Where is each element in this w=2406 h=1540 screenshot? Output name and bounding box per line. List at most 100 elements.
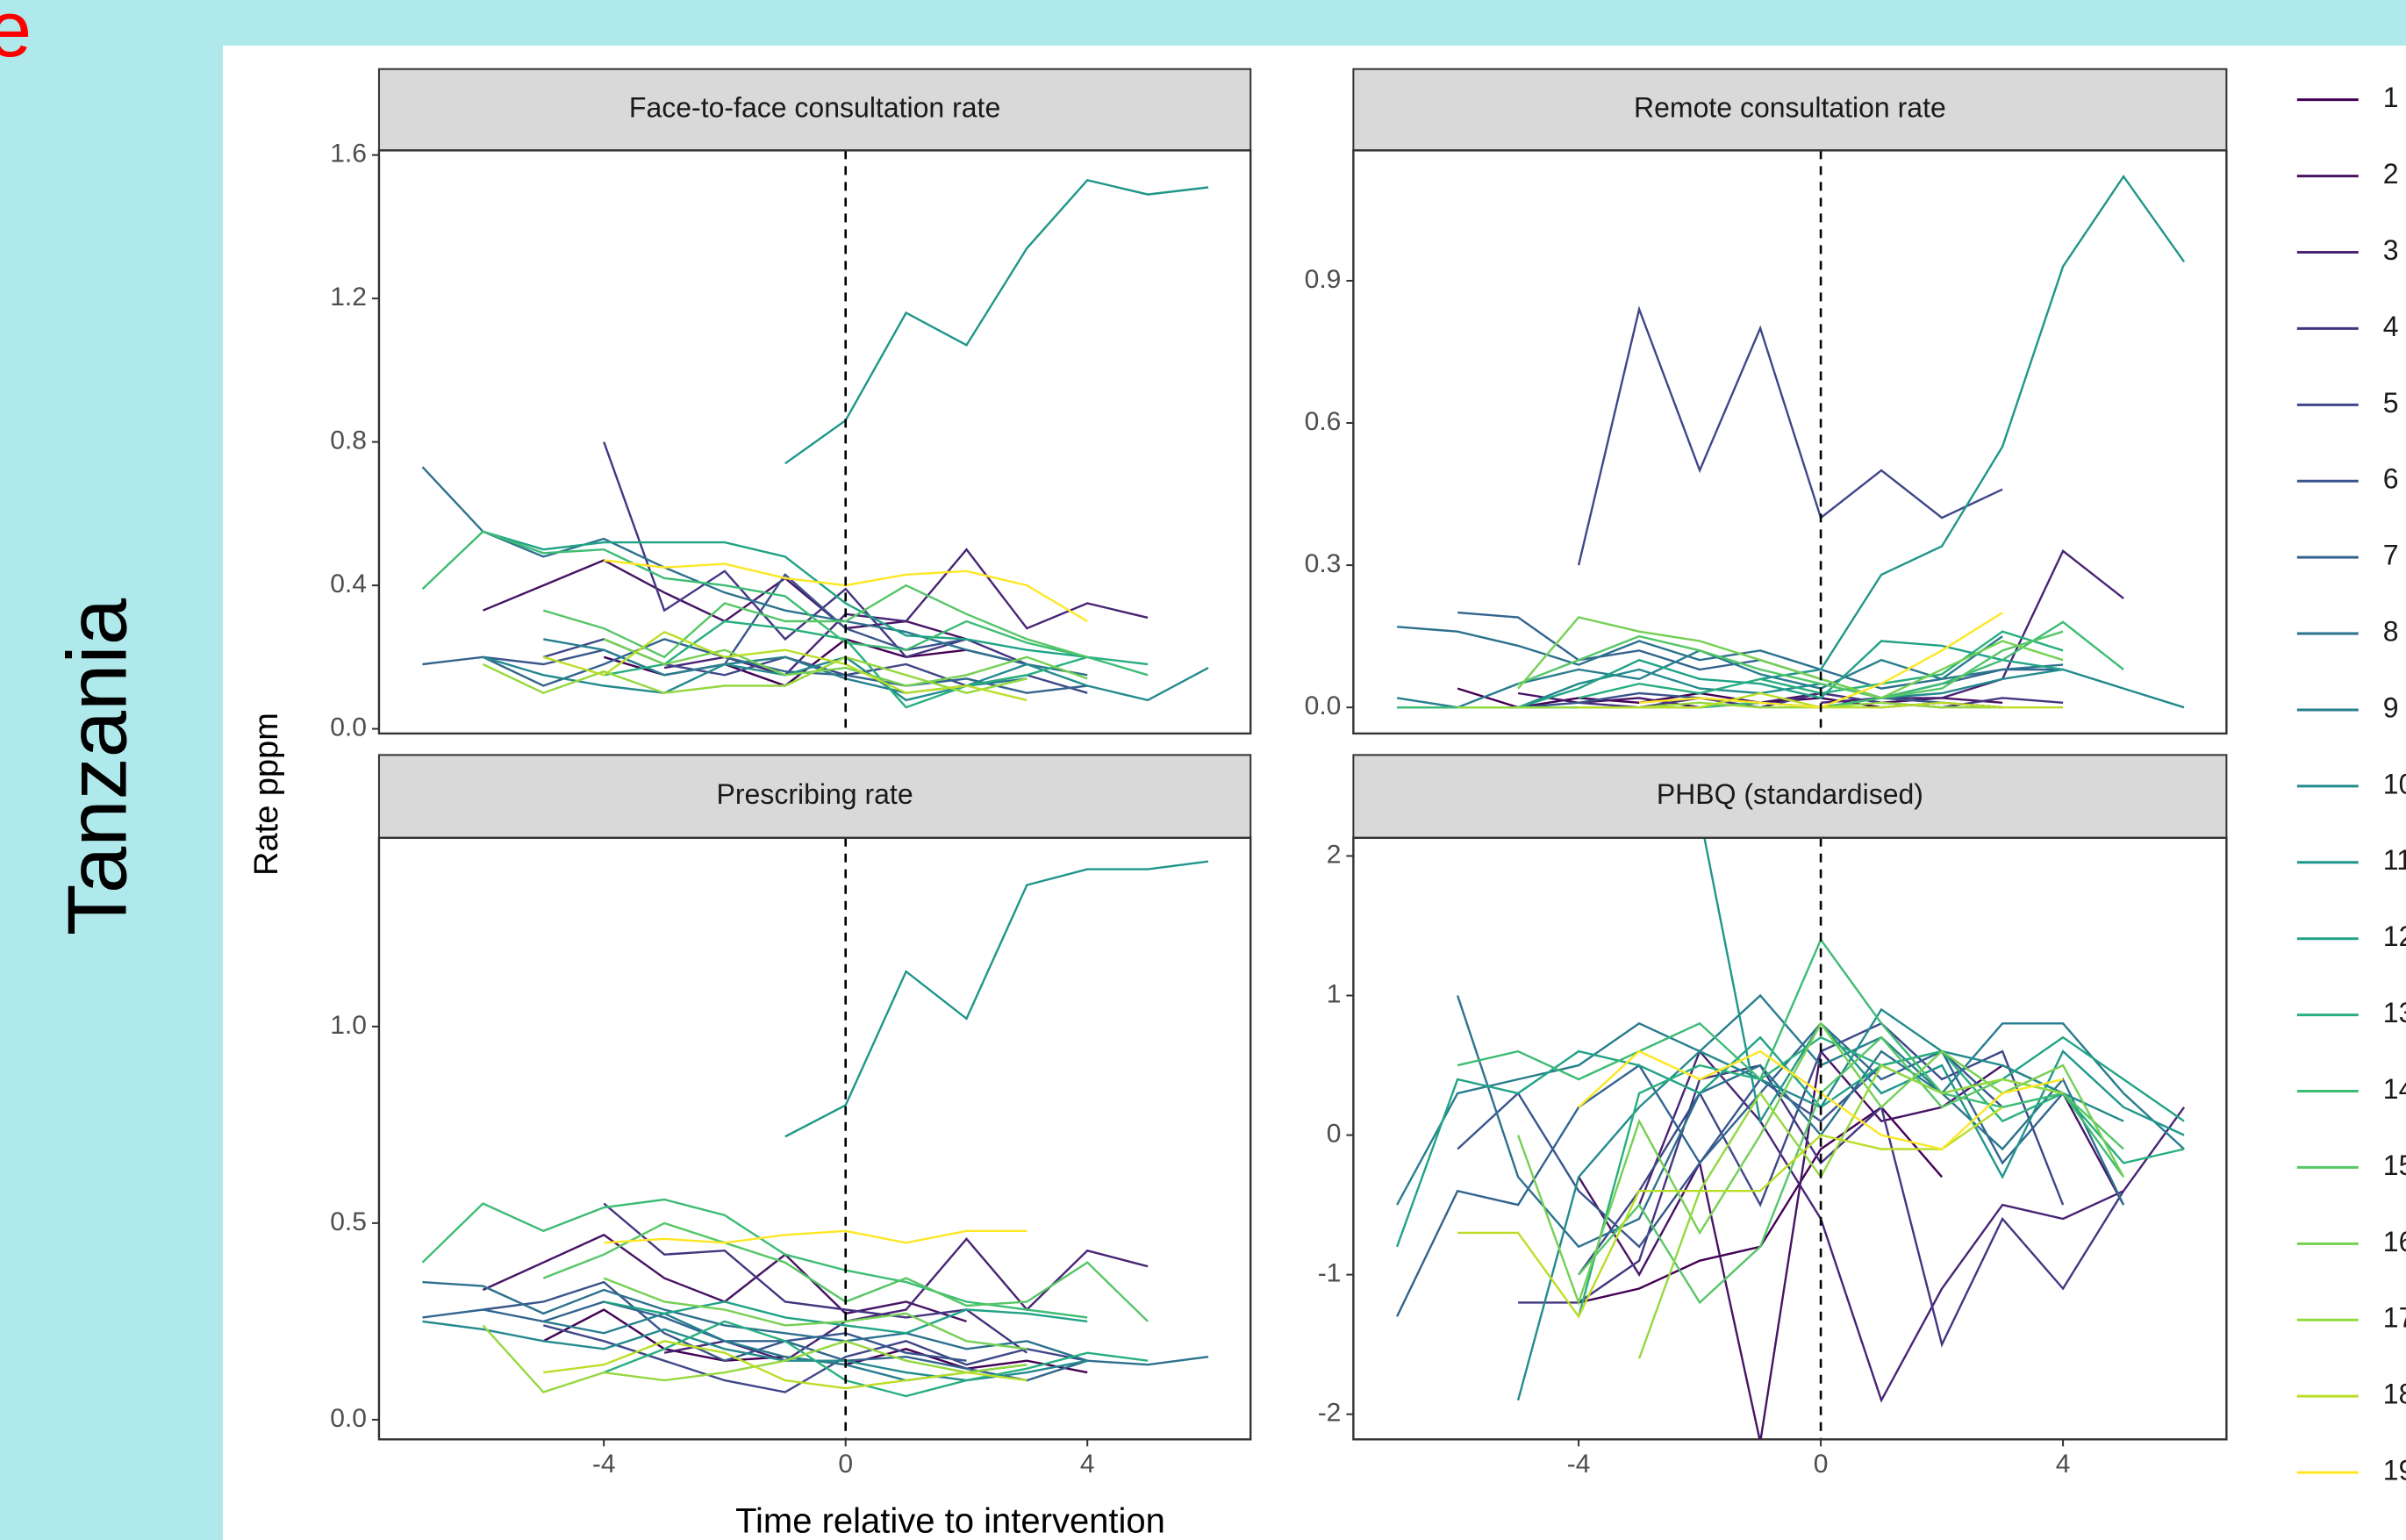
x-tick-label: 4 (2056, 1450, 2071, 1479)
strip (1352, 754, 2228, 839)
series-line (663, 548, 1149, 677)
y-tick-label: -1 (1318, 1259, 1342, 1288)
series-group (1395, 837, 2186, 1440)
series-group (421, 860, 1209, 1398)
series-line (543, 1340, 1028, 1390)
series-line (1637, 1064, 2064, 1359)
y-tick-label: 0.9 (1305, 265, 1342, 294)
legend-label: 3 (2383, 234, 2399, 266)
legend-label: 1 (2383, 82, 2399, 113)
series-line (483, 530, 1088, 658)
series-line (1517, 630, 2064, 699)
y-tick-label: 2 (1327, 840, 1342, 869)
series-line (784, 860, 1209, 1138)
legend-label: 6 (2383, 463, 2399, 495)
strip-title: PHBQ (standardised) (1657, 778, 1923, 810)
series-line (603, 1320, 1149, 1398)
strip (1352, 68, 2228, 152)
panel-border (1352, 149, 2228, 735)
y-tick-label: 0.4 (330, 569, 367, 598)
series-line (421, 530, 1149, 677)
x-axis-label: Time relative to intervention (735, 1502, 1165, 1540)
strip-title: Face-to-face consultation rate (629, 91, 1000, 123)
legend-label: 10 (2383, 768, 2406, 799)
x-tick-label: 0 (1814, 1450, 1829, 1479)
legend-label: 14 (2383, 1073, 2406, 1105)
y-tick-label: 0.3 (1305, 549, 1342, 578)
series-line (663, 1236, 1149, 1363)
y-tick-label: 0.0 (330, 713, 367, 741)
strip-title: Remote consultation rate (1634, 91, 1946, 123)
corner-mark: e (0, 0, 32, 74)
y-axis-label: Rate pppm (248, 713, 285, 876)
legend-label: 19 (2383, 1455, 2406, 1486)
series-line (603, 1277, 1028, 1350)
series-line (542, 630, 1028, 702)
series-line (784, 178, 1209, 465)
series-line (1517, 616, 2064, 699)
y-tick-label: 1.0 (330, 1011, 367, 1040)
series-line (1577, 305, 2003, 566)
y-tick-label: 0.5 (330, 1207, 367, 1236)
series-line (603, 441, 1028, 666)
series-line (482, 655, 1028, 694)
y-tick-label: 1.2 (330, 283, 367, 312)
strip-title: Prescribing rate (717, 778, 913, 810)
legend-label: 5 (2383, 387, 2399, 419)
x-tick-label: -4 (1567, 1450, 1591, 1479)
series-line (1457, 1106, 2003, 1319)
legend-label: 18 (2383, 1379, 2406, 1410)
legend-label: 15 (2383, 1150, 2406, 1181)
series-line (483, 1280, 967, 1362)
y-tick-label: 0.0 (1305, 691, 1342, 720)
series-line (422, 638, 1088, 694)
series-line (542, 584, 1088, 659)
series-line (1637, 1049, 2186, 1403)
series-line (421, 1198, 1088, 1319)
series-line (1396, 993, 2185, 1206)
series-line (1456, 995, 2125, 1249)
y-tick-label: 0.8 (330, 426, 367, 455)
y-tick-label: 1 (1327, 979, 1342, 1008)
series-line (422, 1280, 1209, 1366)
series-line (1703, 837, 2185, 1179)
series-line (1397, 626, 2064, 690)
x-tick-label: 0 (838, 1450, 853, 1479)
x-tick-label: -4 (592, 1450, 616, 1479)
legend-label: 13 (2383, 997, 2406, 1028)
legend-label: 7 (2383, 540, 2399, 571)
series-group (1396, 174, 2186, 709)
side-label: Tanzania (50, 598, 144, 935)
series-line (603, 1300, 1088, 1335)
series-line (421, 466, 1088, 677)
series-group (421, 178, 1209, 709)
series-line (1396, 1021, 2065, 1317)
panel-border (1352, 836, 2228, 1441)
series-line (1457, 937, 2125, 1178)
legend-label: 17 (2383, 1302, 2406, 1334)
series-line (603, 620, 1149, 709)
legend-label: 12 (2383, 920, 2406, 952)
series-line (604, 1229, 1028, 1244)
x-tick-label: 4 (1080, 1450, 1095, 1479)
series-line (603, 1202, 1028, 1354)
panel-border (377, 149, 1252, 735)
series-line (1759, 174, 2186, 680)
series-line (542, 1324, 1088, 1393)
legend-label: 8 (2383, 616, 2399, 648)
y-tick-label: 1.6 (330, 140, 367, 168)
series-line (1518, 1064, 2125, 1348)
y-tick-label: 0.0 (330, 1404, 367, 1433)
y-tick-label: 0 (1327, 1119, 1342, 1148)
series-line (603, 638, 1088, 687)
legend-label: 4 (2383, 311, 2399, 342)
y-tick-label: 0.6 (1305, 407, 1342, 436)
legend-label: 2 (2383, 158, 2399, 190)
legend-label: 11 (2383, 844, 2406, 876)
legend-label: 16 (2383, 1226, 2406, 1257)
y-tick-label: -2 (1318, 1399, 1342, 1428)
strip (377, 754, 1252, 839)
legend-label: 9 (2383, 691, 2399, 723)
